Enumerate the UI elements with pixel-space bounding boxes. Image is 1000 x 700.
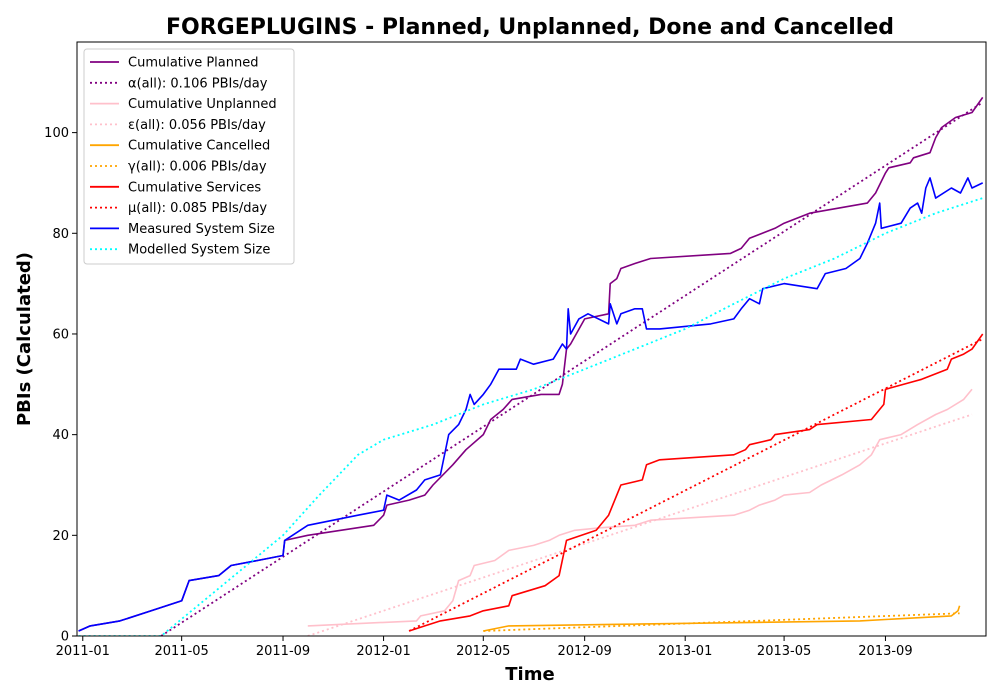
y-tick-label: 60: [52, 327, 69, 342]
y-tick-label: 40: [52, 428, 69, 443]
y-axis-label: PBIs (Calculated): [14, 252, 35, 426]
legend-box: [83, 48, 295, 265]
series-line-5-cumulative-cancelled: [483, 605, 961, 632]
y-tick-label: 20: [52, 529, 69, 544]
legend-label: Cumulative Planned: [128, 56, 258, 71]
series-line-2-all-0-106-pbis-day: [160, 101, 984, 636]
x-tick-label: 2013-09: [858, 644, 912, 659]
y-tick-label: 100: [44, 126, 69, 141]
x-tick-label: 2011-09: [256, 644, 310, 659]
y-axis: 0 20 40 60 80 100: [44, 126, 77, 645]
x-tick-label: 2011-01: [56, 644, 110, 659]
series-line-3-cumulative-unplanned: [307, 388, 973, 627]
series-line-7-cumulative-services: [408, 333, 984, 632]
legend-label: μ(all): 0.085 PBIs/day: [128, 201, 267, 216]
series-line-9-measured-system-size: [78, 177, 984, 632]
legend-label: Cumulative Cancelled: [128, 139, 270, 154]
legend-label: Measured System Size: [128, 222, 275, 237]
y-tick-label: 0: [61, 630, 69, 645]
x-axis-label: Time: [505, 664, 554, 685]
x-tick-label: 2011-05: [154, 644, 208, 659]
legend-label: α(all): 0.106 PBIs/day: [128, 76, 268, 91]
x-tick-label: 2012-09: [557, 644, 611, 659]
x-tick-label: 2013-01: [658, 644, 712, 659]
series-line-4-all-0-056-pbis-day: [307, 413, 973, 636]
series-layer: [78, 96, 984, 636]
chart-title: FORGEPLUGINS - Planned, Unplanned, Done …: [166, 15, 894, 40]
legend: Cumulative Planned α(all): 0.106 PBIs/day…: [83, 48, 295, 265]
series-line-10-modelled-system-size: [78, 197, 983, 636]
y-tick-label: 80: [52, 227, 69, 242]
legend-label: ε(all): 0.056 PBIs/day: [128, 118, 266, 133]
legend-label: Cumulative Services: [128, 180, 261, 195]
plot-frame: [76, 41, 987, 637]
x-tick-label: 2013-05: [757, 644, 811, 659]
legend-label: γ(all): 0.006 PBIs/day: [128, 160, 267, 175]
legend-label: Modelled System Size: [128, 243, 270, 258]
x-tick-label: 2012-01: [356, 644, 410, 659]
series-line-8-all-0-085-pbis-day: [408, 338, 984, 632]
x-tick-label: 2012-05: [456, 644, 510, 659]
legend-label: Cumulative Unplanned: [128, 97, 277, 112]
x-axis: 2011-01 2011-05 2011-09 2012-01 2012-05 2012-…: [56, 636, 913, 659]
